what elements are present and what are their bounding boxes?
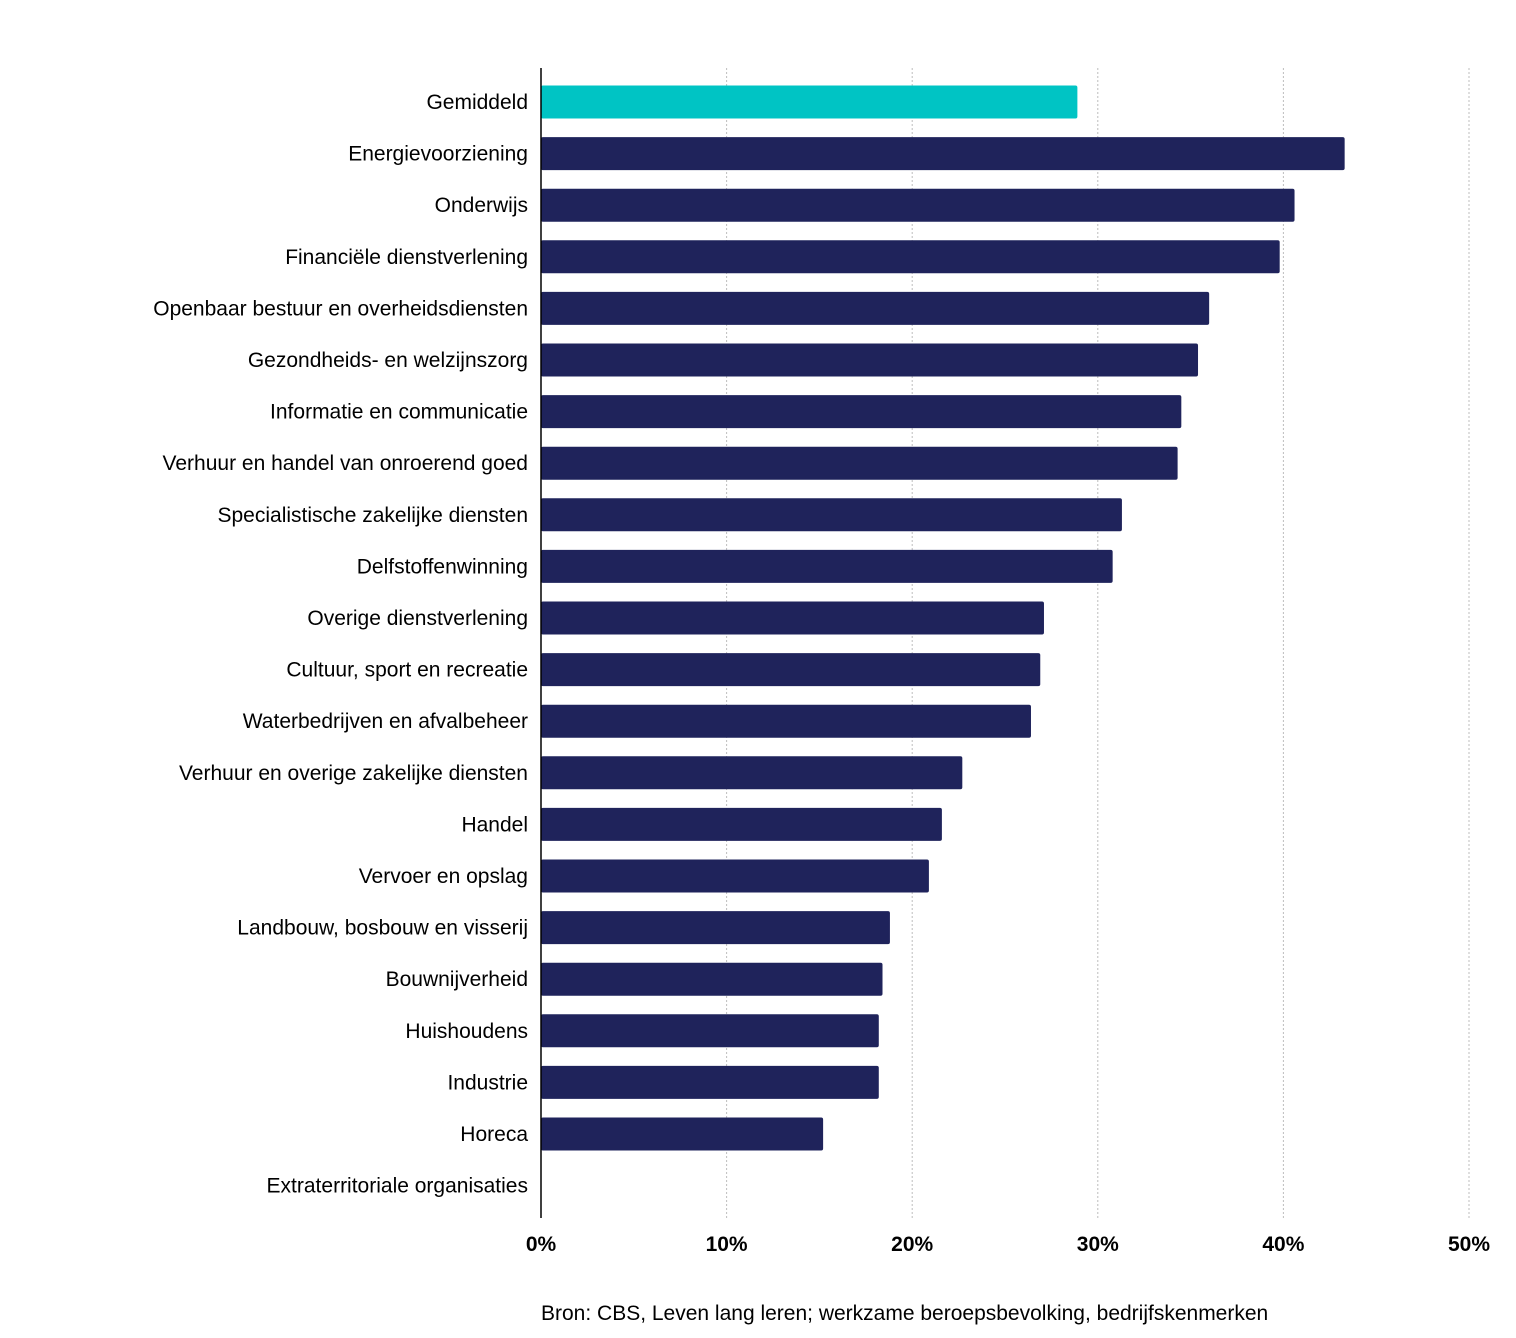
bar xyxy=(541,446,1178,480)
bar xyxy=(541,756,963,790)
category-label: Vervoer en opslag xyxy=(359,865,528,888)
category-label: Openbaar bestuur en overheidsdiensten xyxy=(153,297,528,320)
x-tick-label: 0% xyxy=(526,1233,557,1256)
x-tick-label: 50% xyxy=(1448,1233,1490,1256)
bar xyxy=(541,807,942,841)
category-label: Extraterritoriale organisaties xyxy=(267,1175,528,1198)
category-label: Verhuur en overige zakelijke diensten xyxy=(179,762,528,785)
category-label: Industrie xyxy=(447,1071,528,1094)
category-label: Huishoudens xyxy=(405,1020,528,1043)
category-label: Financiële dienstverlening xyxy=(285,246,528,269)
category-label: Delfstoffenwinning xyxy=(357,555,528,578)
x-tick-label: 30% xyxy=(1077,1233,1119,1256)
bar xyxy=(541,188,1295,222)
bar xyxy=(541,240,1280,274)
category-label: Specialistische zakelijke diensten xyxy=(218,504,529,527)
category-label: Overige dienstverlening xyxy=(307,607,528,630)
category-label: Gemiddeld xyxy=(426,91,528,114)
x-tick-label: 40% xyxy=(1262,1233,1304,1256)
category-labels: Gemiddeld Energievoorziening Onderwijs Fina… xyxy=(153,91,528,1198)
bar xyxy=(541,1117,824,1151)
category-label: Onderwijs xyxy=(435,194,528,217)
bar xyxy=(541,343,1199,377)
bar xyxy=(541,137,1345,171)
bar-chart: Gemiddeld Energievoorziening Onderwijs Fina… xyxy=(153,68,1491,1256)
bars xyxy=(541,85,1345,1151)
bar xyxy=(541,601,1044,635)
category-label: Informatie en communicatie xyxy=(270,401,528,424)
bar xyxy=(541,1014,879,1048)
x-tick-label: 20% xyxy=(891,1233,933,1256)
x-axis-ticks: 0% 10% 20% 30% 40% 50% xyxy=(526,1233,1491,1256)
bar xyxy=(541,395,1182,429)
category-label: Handel xyxy=(461,813,528,836)
category-label: Landbouw, bosbouw en visserij xyxy=(237,917,528,940)
category-label: Horeca xyxy=(460,1123,528,1146)
x-tick-label: 10% xyxy=(706,1233,748,1256)
category-label: Cultuur, sport en recreatie xyxy=(286,659,528,682)
bar xyxy=(541,549,1113,583)
category-label: Gezondheids- en welzijnszorg xyxy=(248,349,528,372)
category-label: Energievoorziening xyxy=(348,143,528,166)
bar xyxy=(541,704,1031,738)
bar xyxy=(541,1065,879,1099)
bar xyxy=(541,85,1078,119)
bar xyxy=(541,859,929,893)
source-note: Bron: CBS, Leven lang leren; werkzame be… xyxy=(541,1302,1269,1325)
category-label: Verhuur en handel van onroerend goed xyxy=(163,452,528,475)
bar xyxy=(541,498,1122,532)
bar xyxy=(541,291,1210,325)
bar xyxy=(541,911,890,945)
category-label: Bouwnijverheid xyxy=(386,968,528,991)
category-label: Waterbedrijven en afvalbeheer xyxy=(243,710,528,733)
bar xyxy=(541,962,883,996)
bar xyxy=(541,653,1041,687)
